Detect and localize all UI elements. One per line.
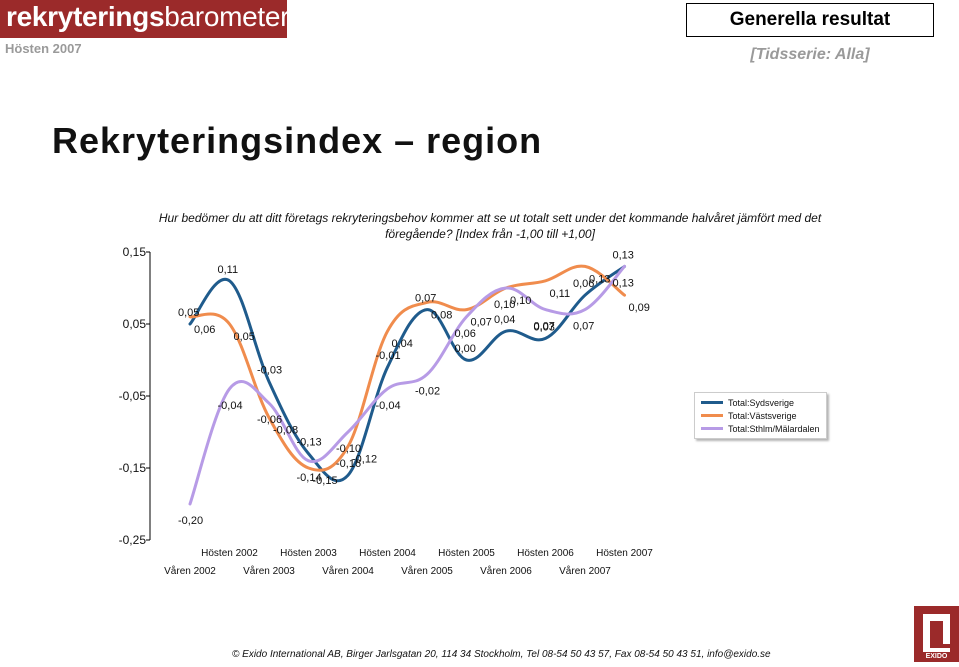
data-label: -0,03 [257, 365, 282, 377]
x-tick-label: Våren 2002 [164, 565, 216, 577]
rekryteringsbarometern-logo: rekryteringsbarometern [0, 0, 305, 38]
data-label: -0,04 [376, 400, 401, 412]
logo-text-bold: rekryterings [6, 1, 165, 32]
legend-entry: Total:Sydsverige [701, 396, 826, 409]
data-label: 0,00 [455, 343, 476, 355]
y-tick-label: -0,15 [119, 461, 147, 475]
legend-label: Total:Sthlm/Mälardalen [728, 423, 820, 434]
data-label: 0,10 [510, 295, 531, 307]
series-line [188, 264, 626, 483]
survey-question: Hur bedömer du att ditt företags rekryte… [140, 210, 840, 242]
exido-mark-icon [923, 614, 950, 652]
data-label: 0,07 [471, 317, 492, 329]
data-label: 0,03 [534, 321, 555, 333]
series-tag: [Tidsserie: Alla] [750, 46, 870, 63]
data-label: -0,12 [352, 453, 377, 465]
data-label: 0,09 [629, 302, 650, 314]
data-label: -0,20 [178, 515, 203, 527]
x-tick-label: Hösten 2006 [517, 548, 574, 559]
x-tick-label: Hösten 2005 [438, 548, 495, 559]
data-label: 0,11 [218, 264, 239, 276]
y-tick-label: -0,25 [119, 533, 147, 547]
data-label: -0,10 [336, 443, 361, 455]
data-label: -0,02 [415, 385, 440, 397]
data-label: 0,05 [234, 331, 255, 343]
data-label: -0,01 [376, 350, 401, 362]
data-label: 0,07 [415, 293, 436, 305]
data-label: 0,13 [613, 277, 634, 289]
x-tick-label: Hösten 2003 [280, 548, 337, 559]
data-label-layer: 0,05 0,11 -0,03 -0,13 -0,16 -0,01 0,07 0,00 0,04… [178, 249, 650, 527]
data-label: 0,07 [573, 321, 594, 333]
exido-label: EXIDO [925, 653, 948, 660]
data-label: -0,06 [257, 414, 282, 426]
y-tick-label: 0,15 [123, 245, 147, 259]
legend-entry: Total:Västsverige [701, 409, 826, 422]
axis-layer: 0,15 0,05 -0,05 -0,15 -0,25 Hösten 2002 Hösten… [119, 245, 654, 577]
data-label: -0,16 [336, 458, 361, 470]
data-label: 0,04 [494, 314, 515, 326]
x-tick-label: Hösten 2007 [596, 548, 653, 559]
page-title: Rekryteringsindex – region [52, 120, 543, 161]
data-label: -0,15 [313, 475, 338, 487]
data-label: 0,08 [431, 309, 452, 321]
logo-text-light: barometern [164, 1, 305, 32]
legend-swatch [701, 414, 723, 417]
data-label: 0,11 [550, 288, 571, 300]
data-label: 0,10 [494, 299, 515, 311]
legend-entry: Total:Sthlm/Mälardalen [701, 422, 826, 435]
x-tick-label: Hösten 2002 [201, 548, 258, 559]
x-tick-label: Våren 2004 [322, 565, 374, 577]
exido-logo: EXIDO [914, 606, 959, 662]
data-label: -0,14 [297, 472, 322, 484]
legend-label: Total:Västsverige [728, 410, 797, 421]
y-tick-label: 0,05 [123, 317, 147, 331]
series-line [188, 264, 626, 472]
data-label: 0,06 [573, 278, 594, 290]
survey-question-line-2: föregående? [Index från -1,00 till +1,00… [385, 227, 595, 241]
x-tick-label: Hösten 2004 [359, 548, 416, 559]
data-label: 0,05 [178, 307, 199, 319]
data-label: 0,04 [392, 338, 413, 350]
data-label: -0,08 [273, 425, 298, 437]
x-tick-label: Våren 2003 [243, 565, 295, 577]
survey-period: Hösten 2007 [5, 41, 82, 56]
data-label: 0,06 [455, 328, 476, 340]
legend-label: Total:Sydsverige [728, 397, 795, 408]
series-line [188, 264, 626, 506]
legend-swatch [701, 427, 723, 430]
legend-swatch [701, 401, 723, 404]
data-label: 0,06 [194, 324, 215, 336]
data-label: 0,13 [589, 273, 610, 285]
chart-legend: Total:Sydsverige Total:Västsverige Total:S… [694, 392, 827, 439]
survey-question-line-1: Hur bedömer du att ditt företags rekryte… [158, 211, 822, 225]
footer-copyright: © Exido International AB, Birger Jarlsga… [232, 649, 771, 660]
x-tick-label: Våren 2007 [559, 565, 611, 577]
data-label: 0,13 [613, 249, 634, 261]
series-layer [188, 264, 626, 506]
result-title: Generella resultat [686, 3, 934, 37]
logo-text: rekryteringsbarometern [6, 1, 305, 33]
data-label: -0,04 [218, 400, 243, 412]
y-tick-label: -0,05 [119, 389, 147, 403]
x-tick-label: Våren 2005 [401, 565, 453, 577]
data-label: -0,13 [297, 437, 322, 449]
data-label: 0,07 [534, 321, 555, 333]
x-tick-label: Våren 2006 [480, 565, 532, 577]
